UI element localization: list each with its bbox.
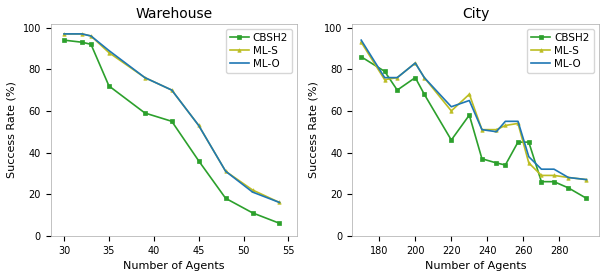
CBSH2 [358,55,365,58]
CBSH2 [61,38,68,42]
Title: City: City [462,7,489,21]
X-axis label: Number of Agents: Number of Agents [123,261,225,271]
ML-O [448,105,455,108]
ML-S [525,161,533,165]
ML-S [514,122,522,125]
ML-S [394,76,401,79]
CBSH2 [493,161,500,165]
ML-O [550,168,558,171]
ML-O [78,32,85,36]
ML-S [105,51,113,54]
ML-S [448,109,455,113]
ML-O [358,38,365,42]
Line: CBSH2: CBSH2 [62,38,281,225]
CBSH2 [195,159,202,163]
ML-O [249,190,256,194]
ML-S [583,178,590,181]
ML-O [141,76,148,79]
ML-O [394,76,401,79]
ML-O [583,178,590,181]
ML-O [465,99,473,102]
ML-O [538,168,545,171]
ML-O [421,76,428,79]
ML-S [61,32,68,36]
Line: ML-S: ML-S [359,41,588,181]
Y-axis label: Success Rate (%): Success Rate (%) [308,81,319,178]
Legend: CBSH2, ML-S, ML-O: CBSH2, ML-S, ML-O [527,29,594,73]
ML-S [502,124,509,127]
ML-S [195,124,202,127]
ML-S [87,34,95,38]
CBSH2 [565,186,572,190]
ML-S [538,174,545,177]
ML-S [478,128,485,131]
CBSH2 [276,222,283,225]
CBSH2 [478,157,485,160]
ML-S [141,76,148,79]
ML-O [381,76,388,79]
ML-O [222,170,229,173]
ML-O [87,34,95,38]
ML-S [465,93,473,96]
CBSH2 [502,163,509,167]
CBSH2 [411,76,419,79]
ML-S [565,176,572,179]
ML-S [168,88,175,92]
Line: ML-O: ML-O [361,40,587,180]
ML-O [478,128,485,131]
CBSH2 [538,180,545,183]
ML-S [550,174,558,177]
Line: ML-O: ML-O [64,34,279,202]
CBSH2 [249,211,256,215]
ML-O [195,124,202,127]
ML-O [411,61,419,65]
ML-S [358,41,365,44]
CBSH2 [448,138,455,142]
ML-S [411,61,419,65]
Line: ML-S: ML-S [62,32,281,204]
ML-S [381,78,388,81]
CBSH2 [394,88,401,92]
Legend: CBSH2, ML-S, ML-O: CBSH2, ML-S, ML-O [225,29,292,73]
ML-S [421,76,428,79]
ML-S [493,128,500,131]
ML-S [222,170,229,173]
ML-O [525,155,533,158]
CBSH2 [525,140,533,144]
ML-O [276,201,283,204]
CBSH2 [381,70,388,73]
CBSH2 [87,43,95,46]
ML-O [105,49,113,52]
CBSH2 [583,197,590,200]
CBSH2 [78,41,85,44]
ML-S [249,188,256,192]
CBSH2 [514,140,522,144]
ML-S [78,32,85,36]
CBSH2 [465,113,473,117]
Title: Warehouse: Warehouse [136,7,213,21]
Line: CBSH2: CBSH2 [359,55,588,200]
CBSH2 [105,84,113,88]
CBSH2 [222,197,229,200]
ML-S [276,201,283,204]
CBSH2 [421,93,428,96]
CBSH2 [168,120,175,123]
CBSH2 [141,111,148,115]
Y-axis label: Success Rate (%): Success Rate (%) [7,81,17,178]
X-axis label: Number of Agents: Number of Agents [425,261,527,271]
ML-O [168,88,175,92]
ML-O [502,120,509,123]
ML-O [61,32,68,36]
ML-O [493,130,500,133]
CBSH2 [550,180,558,183]
ML-O [514,120,522,123]
ML-O [565,176,572,179]
